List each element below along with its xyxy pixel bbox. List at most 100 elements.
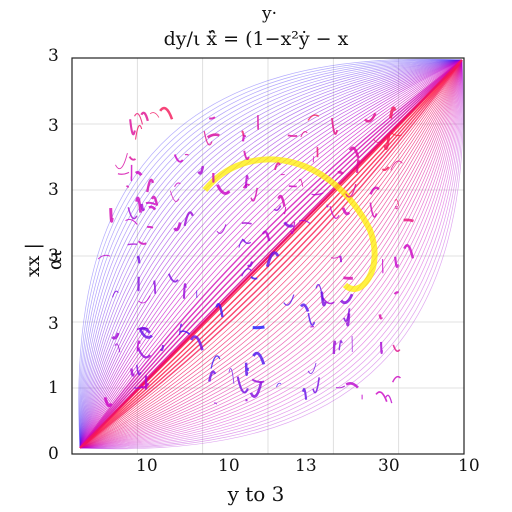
- streamline: [79, 59, 463, 449]
- streamline: [79, 59, 463, 449]
- streamline: [79, 59, 463, 449]
- paint-streak: [241, 268, 252, 277]
- paint-streak: [277, 194, 286, 207]
- streamline: [78, 58, 463, 449]
- paint-streak: [189, 335, 204, 351]
- paint-streak: [97, 254, 111, 260]
- paint-streak: [134, 124, 143, 140]
- streamline: [79, 59, 463, 449]
- paint-streak: [389, 106, 397, 119]
- paint-streak: [276, 382, 282, 388]
- streamline: [79, 59, 463, 449]
- paint-streak: [138, 240, 147, 245]
- streamline: [79, 59, 463, 449]
- paint-streak: [336, 385, 346, 389]
- paint-streak: [261, 230, 271, 242]
- streamline: [79, 59, 463, 449]
- streamline: [79, 59, 463, 449]
- paint-streak: [338, 340, 343, 351]
- streamline: [79, 59, 463, 449]
- paint-streak: [149, 112, 160, 118]
- streamline: [79, 59, 463, 449]
- streamline: [79, 59, 463, 449]
- paint-streak: [145, 201, 157, 206]
- streamline: [79, 59, 464, 450]
- x-tick-label: 10: [218, 456, 240, 476]
- paint-streak: [339, 255, 343, 263]
- paint-streak: [385, 394, 393, 404]
- paint-streak: [140, 203, 146, 212]
- paint-streak: [112, 290, 119, 298]
- paint-streak: [128, 156, 137, 161]
- streamline: [79, 59, 463, 449]
- paint-streak: [236, 376, 249, 394]
- streamline: [79, 59, 463, 449]
- paint-streak: [283, 294, 295, 306]
- paint-streak: [228, 368, 235, 384]
- streamline: [79, 59, 463, 449]
- paint-streak: [378, 314, 383, 320]
- paint-streak: [345, 183, 357, 198]
- paint-streak: [244, 174, 249, 189]
- paint-streak: [290, 221, 296, 235]
- streamline: [79, 59, 463, 449]
- paint-streak: [213, 402, 218, 405]
- paint-streak: [394, 199, 400, 207]
- paint-streak: [403, 218, 414, 223]
- paint-streak: [391, 375, 401, 383]
- paint-streak: [310, 325, 315, 328]
- paint-streak: [287, 134, 298, 137]
- paint-streak: [216, 184, 231, 195]
- paint-streak: [307, 312, 316, 326]
- paint-streak: [332, 340, 337, 354]
- streamline: [79, 59, 463, 449]
- paint-streak: [383, 134, 391, 150]
- paint-streak: [136, 255, 141, 264]
- paint-streak: [311, 192, 324, 196]
- paint-streak: [153, 280, 157, 294]
- streamline: [79, 59, 463, 449]
- paint-streak: [273, 205, 282, 212]
- paint-streak: [403, 244, 415, 259]
- paint-streak: [135, 196, 142, 213]
- streamline: [79, 59, 463, 449]
- paint-streak: [179, 330, 191, 335]
- paint-streak: [283, 221, 294, 228]
- y-tick-label: 3: [48, 46, 59, 66]
- paint-streak: [137, 347, 151, 359]
- streamline: [79, 59, 463, 449]
- streamline: [78, 59, 463, 449]
- paint-streak: [312, 156, 315, 163]
- paint-streak: [139, 329, 153, 339]
- paint-streak: [136, 364, 142, 376]
- streamline: [79, 59, 463, 449]
- streamline: [79, 59, 463, 449]
- streamline: [79, 59, 463, 449]
- paint-streak: [241, 222, 252, 225]
- paint-streak: [252, 325, 265, 330]
- streamline: [79, 59, 463, 449]
- paint-streak: [307, 362, 317, 374]
- paint-streak: [139, 382, 150, 389]
- paint-streak: [117, 171, 130, 175]
- paint-streak: [127, 243, 138, 246]
- streamline: [79, 59, 463, 449]
- streamline: [79, 59, 463, 449]
- paint-streak: [381, 166, 390, 171]
- streamline: [79, 59, 463, 449]
- streamline: [79, 59, 463, 449]
- x-tick-label: 13: [295, 456, 317, 476]
- paint-streak: [300, 131, 308, 138]
- streamline: [79, 59, 463, 449]
- streamline: [79, 59, 463, 449]
- paint-streak: [241, 130, 245, 137]
- paint-streak: [134, 171, 143, 177]
- paint-streak: [369, 202, 378, 218]
- streamline: [79, 59, 463, 449]
- paint-streak: [391, 132, 402, 137]
- streamline: [79, 59, 463, 449]
- paint-streak: [373, 138, 381, 143]
- paint-streak: [392, 344, 401, 352]
- streamline: [79, 59, 463, 449]
- paint-streak: [208, 116, 216, 120]
